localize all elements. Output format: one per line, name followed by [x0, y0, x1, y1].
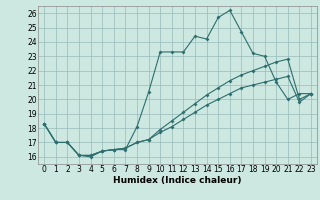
X-axis label: Humidex (Indice chaleur): Humidex (Indice chaleur): [113, 176, 242, 185]
